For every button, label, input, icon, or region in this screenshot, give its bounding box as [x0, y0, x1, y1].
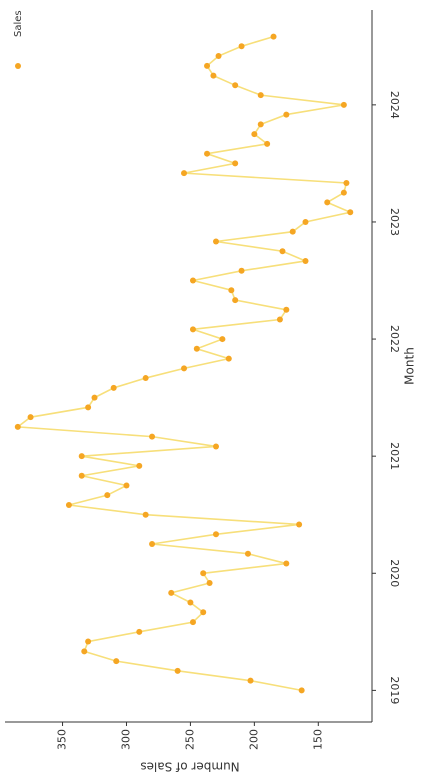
point — [212, 238, 219, 245]
point — [228, 287, 235, 294]
point — [232, 297, 239, 304]
point — [149, 541, 156, 547]
point — [215, 53, 222, 60]
x-tick-label: 2021 — [388, 442, 401, 470]
point — [212, 443, 219, 450]
point — [283, 306, 290, 313]
point — [181, 365, 188, 372]
point — [181, 170, 188, 177]
point — [85, 404, 92, 411]
point — [206, 579, 213, 586]
point — [78, 453, 85, 460]
point — [264, 140, 271, 147]
point — [296, 521, 303, 528]
point — [142, 511, 149, 518]
point — [110, 384, 117, 391]
point — [232, 82, 239, 89]
point — [225, 355, 232, 362]
line — [15, 35, 353, 692]
legend-label: Sales — [13, 10, 24, 37]
y-tick-label: 150 — [311, 729, 324, 750]
point — [276, 316, 283, 323]
point — [113, 658, 120, 665]
point — [219, 336, 226, 343]
point — [302, 218, 309, 225]
y-tick-label: 250 — [183, 729, 196, 750]
x-tick-label: 2020 — [388, 559, 401, 587]
point — [193, 345, 200, 352]
point — [14, 423, 21, 430]
point — [142, 375, 149, 382]
x-tick-label: 2019 — [388, 676, 401, 704]
x-tick-label: 2023 — [388, 208, 401, 236]
y-axis-title: Number of Sales — [140, 760, 239, 774]
point — [174, 667, 181, 674]
point — [168, 589, 175, 596]
point — [85, 638, 92, 645]
point — [347, 209, 354, 216]
x-tick-label: 2022 — [388, 325, 401, 353]
point — [270, 33, 277, 40]
y-tick-label: 300 — [119, 729, 132, 750]
point — [104, 492, 111, 499]
point — [78, 472, 85, 479]
point — [298, 687, 305, 694]
point — [200, 570, 207, 577]
point — [247, 677, 254, 684]
point — [65, 502, 72, 509]
point — [189, 619, 196, 626]
x-axis-title: Month — [403, 347, 417, 385]
point — [340, 101, 347, 108]
point — [189, 277, 196, 284]
point — [343, 179, 350, 186]
point — [204, 150, 211, 157]
point — [91, 394, 98, 401]
point — [123, 482, 130, 489]
point — [149, 433, 156, 440]
point — [189, 326, 196, 333]
point — [283, 560, 290, 567]
point — [238, 267, 245, 274]
point — [27, 414, 34, 421]
y-tick-label: 350 — [56, 729, 69, 750]
point — [251, 131, 258, 138]
point — [204, 62, 211, 69]
point — [212, 531, 219, 538]
point — [187, 599, 194, 606]
point — [257, 92, 264, 99]
point — [210, 72, 217, 79]
point — [257, 121, 264, 128]
point — [283, 111, 290, 118]
point — [302, 257, 309, 264]
point — [81, 648, 88, 655]
point — [289, 228, 296, 235]
point — [238, 43, 245, 50]
point — [340, 189, 347, 196]
point — [200, 609, 207, 616]
point — [136, 462, 143, 469]
point — [244, 550, 251, 557]
point — [279, 248, 286, 255]
legend-marker — [15, 63, 21, 69]
point — [324, 199, 331, 206]
point — [232, 160, 239, 167]
x-tick-label: 2024 — [388, 91, 401, 119]
point — [136, 628, 143, 635]
y-tick-label: 200 — [247, 729, 260, 750]
